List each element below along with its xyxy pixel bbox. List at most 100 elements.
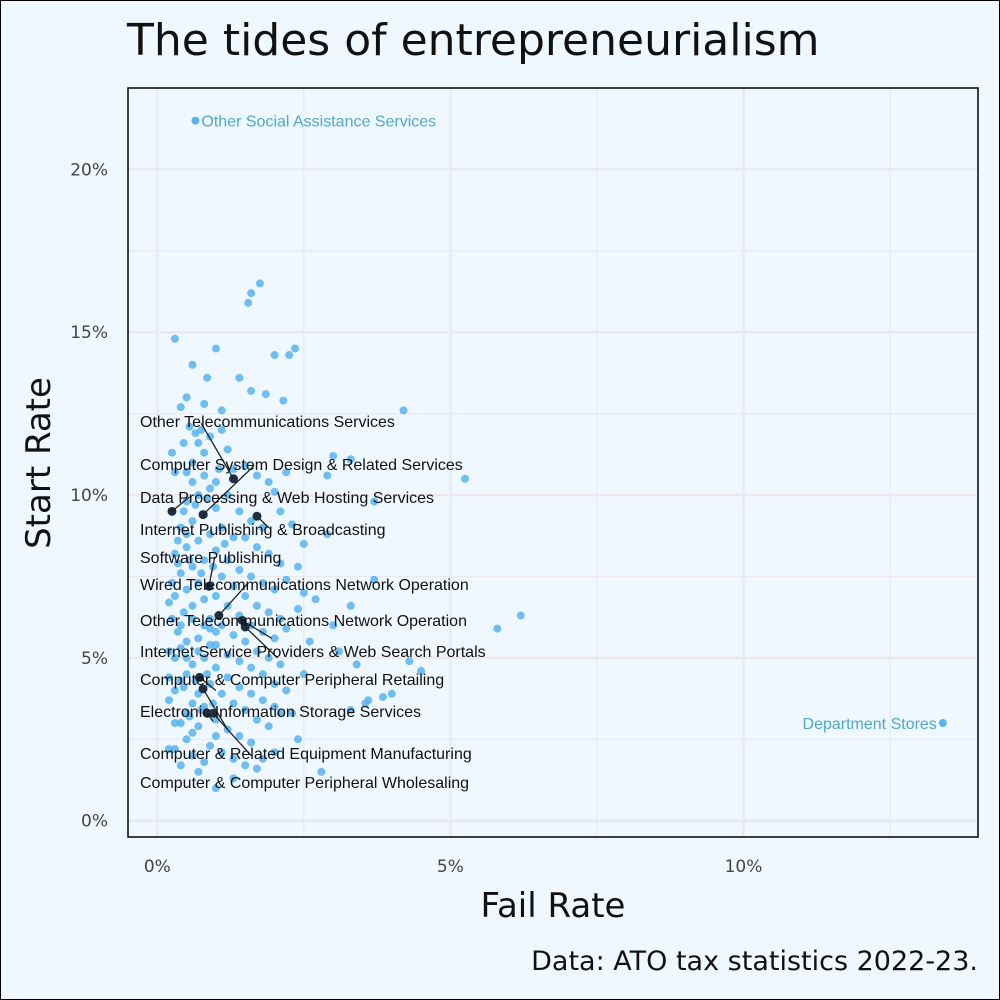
data-point [188,562,197,571]
data-point [387,689,396,698]
data-point [173,536,182,545]
data-point [220,539,229,548]
data-point [241,461,250,470]
leader-line [171,496,190,512]
data-point [217,572,226,581]
data-point [399,406,408,415]
data-point [194,767,203,776]
data-point [182,735,191,744]
data-point [229,582,238,591]
data-point [211,592,220,601]
data-point [182,497,191,506]
data-point [493,624,502,633]
data-point [282,468,291,477]
data-point [417,666,426,675]
data-point [167,614,176,623]
highlight-label: Data Processing & Web Hosting Services [140,490,434,507]
outlier-point [191,116,200,125]
highlight-label: Computer System Design & Related Service… [140,457,463,474]
data-point [217,748,226,757]
data-point [188,660,197,669]
data-point [258,696,267,705]
data-point [200,471,209,480]
data-point [173,627,182,636]
data-point [197,569,206,578]
data-point [188,699,197,708]
data-point [255,279,264,288]
data-point [176,644,185,653]
data-point [329,621,338,630]
data-point [335,647,344,656]
data-point [188,458,197,467]
data-point [176,523,185,532]
data-point [247,663,256,672]
data-point [244,298,253,307]
leader-line [208,556,216,587]
highlight-label: Other Telecommunications Services [140,414,395,431]
data-point [241,592,250,601]
data-point [370,497,379,506]
data-point [188,614,197,623]
data-point [252,764,261,773]
data-point [170,719,179,728]
data-point [188,728,197,737]
data-point [200,448,209,457]
data-point [270,585,279,594]
outlier-label: Department Stores [803,716,937,733]
data-point [165,673,174,682]
y-tick-label: 0% [81,812,108,832]
leader-line [218,582,249,616]
data-point [276,559,285,568]
data-point [211,546,220,555]
data-point [170,686,179,695]
data-point [279,396,288,405]
data-point [206,624,215,633]
data-point [206,741,215,750]
data-point [241,637,250,646]
data-point [179,438,188,447]
data-point [182,393,191,402]
data-point [276,709,285,718]
data-point [191,429,200,438]
data-point [294,562,302,571]
data-point [167,578,176,587]
data-point [194,634,203,643]
leader-line [199,676,217,691]
leader-line [206,712,214,722]
data-point [176,569,185,578]
data-point [264,608,273,617]
data-point [317,767,326,776]
x-tick-label: 0% [144,857,171,877]
data-point [165,696,174,705]
data-point [165,745,174,754]
data-point [229,774,238,783]
data-point [179,608,188,617]
data-point [252,471,261,480]
data-point [206,679,215,688]
data-point [211,504,220,513]
data-point [173,559,182,568]
leader-line [202,465,255,516]
highlight-label: Computer & Related Equipment Manufacturi… [140,746,472,763]
data-point [211,640,220,649]
data-point [203,670,212,679]
data-point [194,722,203,731]
point-labels: Other Social Assistance Services Departme… [140,114,937,792]
data-point [211,663,220,672]
y-tick-label: 10% [70,486,108,506]
data-point [223,445,232,454]
data-point [188,601,197,610]
data-point [194,536,203,545]
data-point [206,614,215,623]
data-point [270,702,279,711]
data-point [229,465,238,474]
data-point [182,637,191,646]
data-point [252,543,261,552]
data-point [270,748,279,757]
data-point [229,754,238,763]
data-point [258,523,267,532]
chart-title: The tides of entrepreneurialism [126,15,819,66]
data-point [194,647,203,656]
data-point [191,500,200,509]
data-point [182,585,191,594]
